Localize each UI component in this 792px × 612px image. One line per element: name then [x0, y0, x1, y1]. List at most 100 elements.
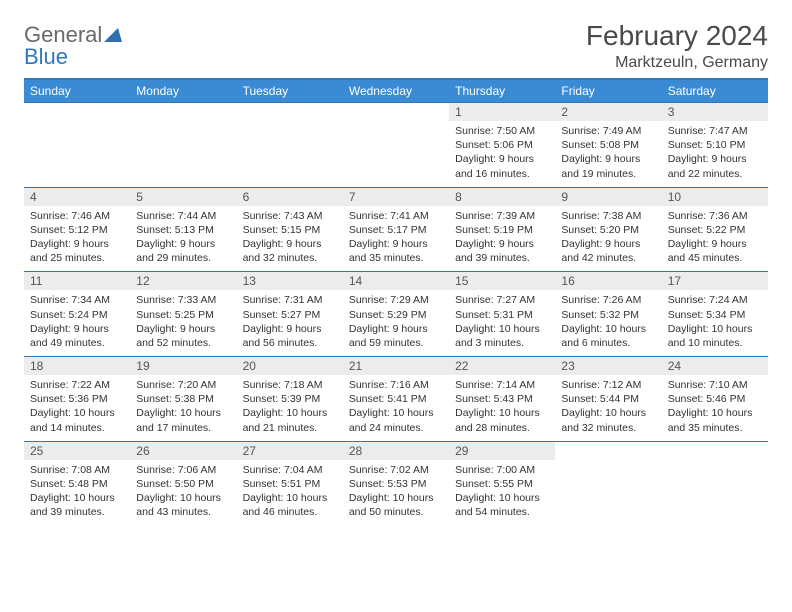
sunset-line: Sunset: 5:22 PM	[668, 223, 762, 237]
day-number-cell: 16	[555, 272, 661, 291]
day-content-cell: Sunrise: 7:10 AMSunset: 5:46 PMDaylight:…	[662, 375, 768, 441]
sunset-line: Sunset: 5:41 PM	[349, 392, 443, 406]
day-number-cell	[237, 103, 343, 122]
daylight-line: Daylight: 10 hours and 21 minutes.	[243, 406, 337, 434]
day-number-cell: 20	[237, 357, 343, 376]
sunrise-line: Sunrise: 7:16 AM	[349, 378, 443, 392]
dayheader-mon: Monday	[130, 79, 236, 103]
sunset-line: Sunset: 5:36 PM	[30, 392, 124, 406]
logo: GeneralBlue	[24, 20, 122, 68]
day-number-cell: 8	[449, 187, 555, 206]
day-number-cell: 2	[555, 103, 661, 122]
day-content-cell: Sunrise: 7:24 AMSunset: 5:34 PMDaylight:…	[662, 290, 768, 356]
sunset-line: Sunset: 5:51 PM	[243, 477, 337, 491]
sunset-line: Sunset: 5:20 PM	[561, 223, 655, 237]
week-content-row: Sunrise: 7:22 AMSunset: 5:36 PM Daylight:…	[24, 375, 768, 441]
sunrise-line: Sunrise: 7:10 AM	[668, 378, 762, 392]
day-content-cell: Sunrise: 7:41 AMSunset: 5:17 PMDaylight:…	[343, 206, 449, 272]
day-number-cell: 28	[343, 441, 449, 460]
dayheader-sun: Sunday	[24, 79, 130, 103]
sunrise-line: Sunrise: 7:00 AM	[455, 463, 549, 477]
sunset-line: Sunset: 5:48 PM	[30, 477, 124, 491]
day-content-cell	[130, 121, 236, 187]
sunrise-line: Sunrise: 7:08 AM	[30, 463, 124, 477]
day-content-cell: Sunrise: 7:50 AMSunset: 5:06 PMDaylight:…	[449, 121, 555, 187]
day-content-cell: Sunrise: 7:06 AMSunset: 5:50 PMDaylight:…	[130, 460, 236, 526]
sunrise-line: Sunrise: 7:41 AM	[349, 209, 443, 223]
sunrise-line: Sunrise: 7:29 AM	[349, 293, 443, 307]
sunrise-line: Sunrise: 7:49 AM	[561, 124, 655, 138]
daylight-line: Daylight: 10 hours and 10 minutes.	[668, 322, 762, 350]
sunset-line: Sunset: 5:06 PM	[455, 138, 549, 152]
sunrise-line: Sunrise: 7:43 AM	[243, 209, 337, 223]
day-content-cell: Sunrise: 7:49 AMSunset: 5:08 PMDaylight:…	[555, 121, 661, 187]
dayheader-fri: Friday	[555, 79, 661, 103]
day-number-cell: 18	[24, 357, 130, 376]
sunset-line: Sunset: 5:29 PM	[349, 308, 443, 322]
sunset-line: Sunset: 5:39 PM	[243, 392, 337, 406]
day-content-cell: Sunrise: 7:14 AMSunset: 5:43 PMDaylight:…	[449, 375, 555, 441]
sunset-line: Sunset: 5:34 PM	[668, 308, 762, 322]
title-month: February 2024	[586, 20, 768, 52]
sunrise-line: Sunrise: 7:46 AM	[30, 209, 124, 223]
day-number-cell: 17	[662, 272, 768, 291]
sunrise-line: Sunrise: 7:12 AM	[561, 378, 655, 392]
week-content-row: Sunrise: 7:34 AMSunset: 5:24 PMDaylight:…	[24, 290, 768, 356]
day-number-cell: 7	[343, 187, 449, 206]
day-content-cell	[555, 460, 661, 526]
day-content-cell: Sunrise: 7:00 AMSunset: 5:55 PMDaylight:…	[449, 460, 555, 526]
day-content-cell: Sunrise: 7:43 AMSunset: 5:15 PMDaylight:…	[237, 206, 343, 272]
sunrise-line: Sunrise: 7:22 AM	[30, 378, 124, 392]
week-number-row: 11121314151617	[24, 272, 768, 291]
week-content-row: Sunrise: 7:08 AMSunset: 5:48 PM Daylight:…	[24, 460, 768, 526]
day-number-cell: 25	[24, 441, 130, 460]
page-header: GeneralBlue February 2024 Marktzeuln, Ge…	[24, 20, 768, 72]
day-number-cell	[343, 103, 449, 122]
daylight-line: Daylight: 9 hours and 56 minutes.	[243, 322, 337, 350]
daylight-line: Daylight: 10 hours and 6 minutes.	[561, 322, 655, 350]
daylight-line: Daylight: 10 hours and 32 minutes.	[561, 406, 655, 434]
week-number-row: 2526272829	[24, 441, 768, 460]
day-content-cell: Sunrise: 7:18 AMSunset: 5:39 PMDaylight:…	[237, 375, 343, 441]
day-number-cell: 13	[237, 272, 343, 291]
day-number-cell: 26	[130, 441, 236, 460]
day-content-cell: Sunrise: 7:31 AMSunset: 5:27 PMDaylight:…	[237, 290, 343, 356]
day-content-cell: Sunrise: 7:26 AMSunset: 5:32 PMDaylight:…	[555, 290, 661, 356]
dayheader-sat: Saturday	[662, 79, 768, 103]
title-block: February 2024 Marktzeuln, Germany	[586, 20, 768, 72]
sunrise-line: Sunrise: 7:47 AM	[668, 124, 762, 138]
day-number-cell: 5	[130, 187, 236, 206]
sunset-line: Sunset: 5:43 PM	[455, 392, 549, 406]
daylight-line: Daylight: 10 hours and 50 minutes.	[349, 491, 443, 519]
sunset-line: Sunset: 5:17 PM	[349, 223, 443, 237]
sunrise-line: Sunrise: 7:04 AM	[243, 463, 337, 477]
day-number-cell: 29	[449, 441, 555, 460]
day-number-cell: 3	[662, 103, 768, 122]
title-location: Marktzeuln, Germany	[586, 54, 768, 72]
day-number-cell: 11	[24, 272, 130, 291]
sunset-line: Sunset: 5:32 PM	[561, 308, 655, 322]
day-number-cell: 12	[130, 272, 236, 291]
sunset-line: Sunset: 5:24 PM	[30, 308, 124, 322]
sunset-line: Sunset: 5:55 PM	[455, 477, 549, 491]
day-content-cell: Sunrise: 7:12 AMSunset: 5:44 PMDaylight:…	[555, 375, 661, 441]
day-content-cell: Sunrise: 7:33 AMSunset: 5:25 PMDaylight:…	[130, 290, 236, 356]
daylight-line: Daylight: 10 hours and 54 minutes.	[455, 491, 549, 519]
day-number-cell: 27	[237, 441, 343, 460]
daylight-line: Daylight: 9 hours and 52 minutes.	[136, 322, 230, 350]
day-number-cell: 15	[449, 272, 555, 291]
day-content-cell: Sunrise: 7:02 AMSunset: 5:53 PMDaylight:…	[343, 460, 449, 526]
daylight-line: Daylight: 9 hours and 25 minutes.	[30, 237, 124, 265]
sunrise-line: Sunrise: 7:44 AM	[136, 209, 230, 223]
dayheader-thu: Thursday	[449, 79, 555, 103]
sunrise-line: Sunrise: 7:36 AM	[668, 209, 762, 223]
day-content-cell: Sunrise: 7:16 AMSunset: 5:41 PMDaylight:…	[343, 375, 449, 441]
daylight-line: Daylight: 9 hours and 39 minutes.	[455, 237, 549, 265]
daylight-line: Daylight: 9 hours and 45 minutes.	[668, 237, 762, 265]
day-number-cell: 21	[343, 357, 449, 376]
calendar-body: 12 3 Sunrise: 7:50 AMSunset: 5:06 PMDaylig…	[24, 103, 768, 526]
day-number-cell: 9	[555, 187, 661, 206]
day-number-cell	[24, 103, 130, 122]
day-number-cell: 22	[449, 357, 555, 376]
day-content-cell	[237, 121, 343, 187]
